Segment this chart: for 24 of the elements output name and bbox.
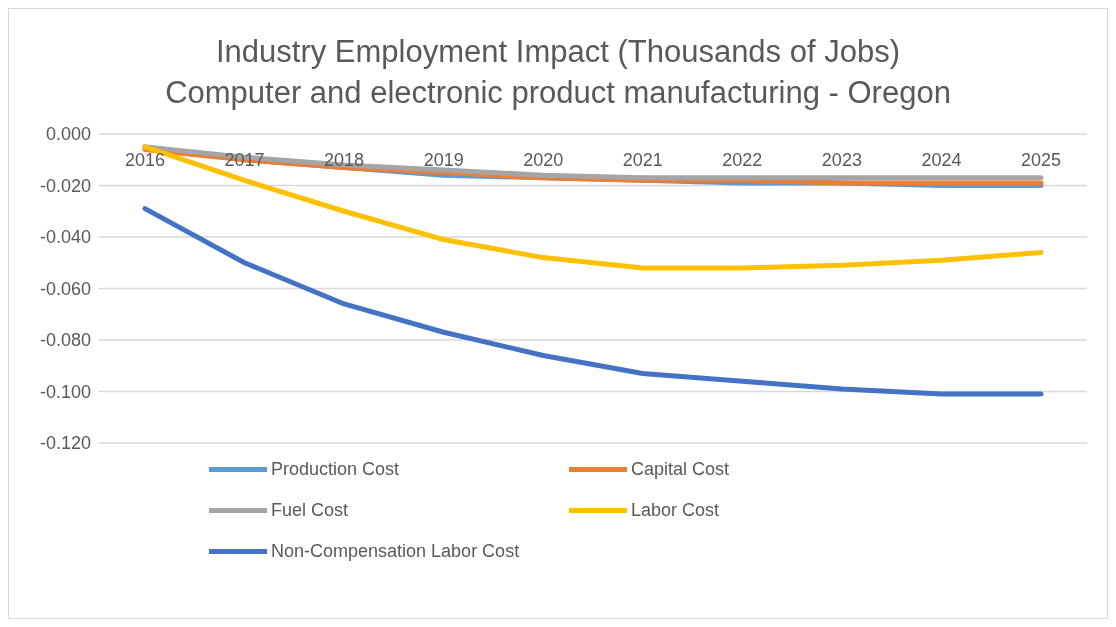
x-tick-label: 2022 [722,150,763,170]
x-tick-label: 2025 [1020,150,1062,170]
y-tick-label: -0.040 [39,227,91,248]
y-tick-label: -0.080 [39,330,91,351]
y-tick-label: -0.120 [39,433,91,454]
legend-label: Labor Cost [631,500,720,521]
legend-label: Production Cost [271,459,400,480]
y-tick-label: -0.020 [39,175,91,196]
y-tick-label: 0.000 [45,124,91,145]
chart-subtitle: Computer and electronic product manufacturing - Oregon [164,74,952,112]
chart-title: Industry Employment Impact (Thousands of Jobs) [215,33,901,71]
legend-label: Fuel Cost [271,500,349,521]
x-tick-label: 2019 [423,150,464,170]
y-tick-label: -0.100 [39,381,91,402]
x-tick-label: 2023 [821,150,862,170]
legend-label: Capital Cost [631,459,730,480]
x-tick-label: 2021 [622,150,663,170]
x-tick-label: 2024 [921,150,962,170]
legend-label: Non-Compensation Labor Cost [271,541,520,562]
x-tick-label: 2018 [324,150,365,170]
x-tick-label: 2017 [224,150,265,170]
y-tick-label: -0.060 [39,278,91,299]
x-tick-label: 2020 [523,150,564,170]
x-tick-label: 2016 [124,150,166,170]
